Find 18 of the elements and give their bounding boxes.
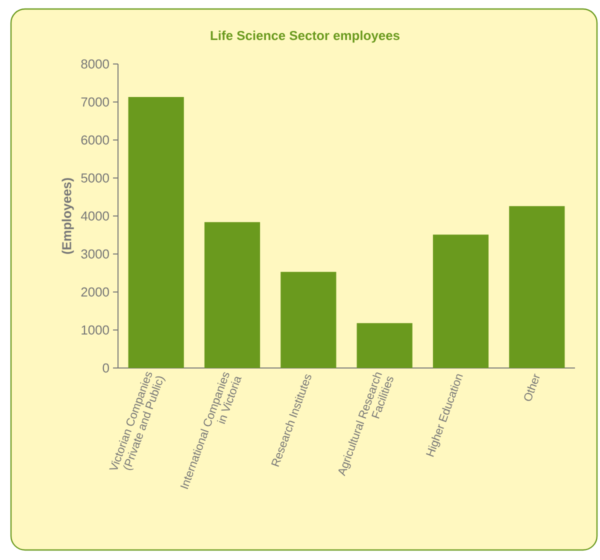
y-tick-label: 7000 [81,97,109,107]
bar [432,234,489,368]
chart-title: Life Science Sector employees [210,30,400,43]
y-tick-label: 4000 [80,211,109,221]
y-tick-label: 3000 [81,249,109,259]
y-tick-label: 5000 [81,173,109,183]
x-tick-label: Other [524,374,540,401]
bar [509,206,565,368]
y-tick-label: 0 [102,363,109,373]
y-tick-label: 2000 [81,287,109,297]
y-tick-label: 6000 [81,135,109,145]
bar [280,272,336,368]
y-tick-label: 8000 [81,59,109,69]
bar [356,323,412,368]
y-axis-title: (Employees) [62,178,74,254]
bar [128,97,184,368]
bar [204,222,260,368]
y-tick-label: 1000 [82,325,109,335]
